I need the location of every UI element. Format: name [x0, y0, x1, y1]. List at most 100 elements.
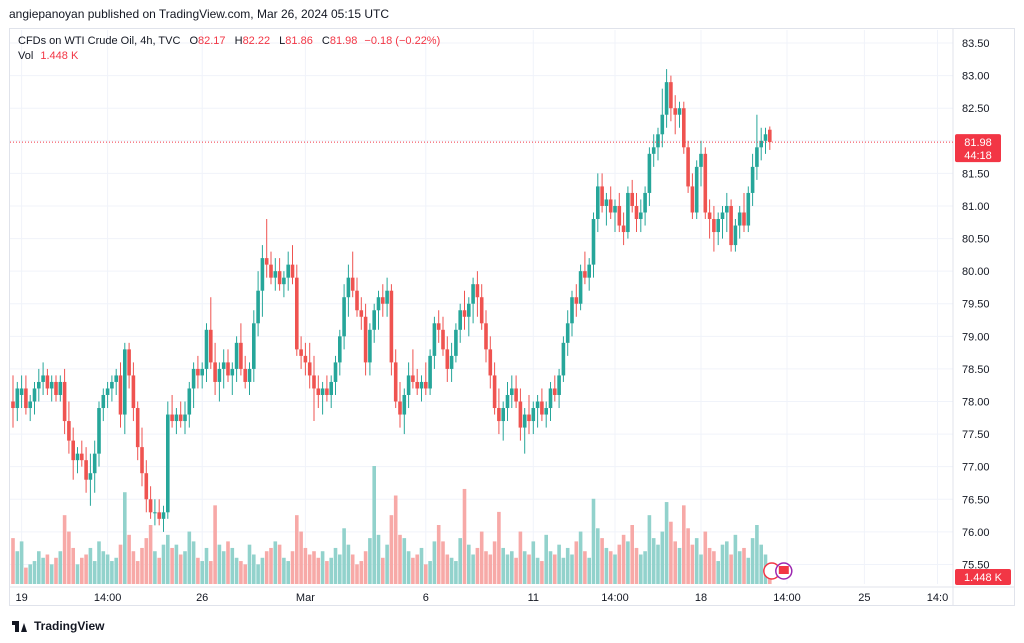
volume-bar [479, 531, 484, 584]
candle-body [540, 401, 544, 415]
volume-bar [759, 544, 763, 584]
volume-bar [578, 531, 583, 584]
candle-body [127, 349, 131, 376]
candle-body [492, 375, 497, 409]
volume-bar [398, 534, 402, 584]
candle-body [135, 408, 140, 448]
candle-body [419, 381, 424, 389]
candle-body [277, 271, 282, 285]
candle-body [548, 388, 553, 409]
candle-body [359, 310, 364, 317]
volume-bar [368, 538, 372, 584]
volume-tag[interactable] [955, 569, 1011, 585]
volume-bar [187, 531, 192, 584]
volume-bar [454, 561, 458, 584]
candle-body [445, 349, 450, 369]
candle-body [92, 453, 97, 474]
volume-bar [467, 544, 471, 584]
volume-bar [303, 547, 308, 584]
volume-bar [458, 538, 462, 584]
volume-bar [144, 538, 149, 584]
candle-body [131, 375, 136, 409]
candle-body [406, 375, 411, 395]
volume-bar [621, 534, 626, 584]
candle-body [54, 381, 58, 395]
candle-body [157, 512, 161, 519]
candle-body [200, 368, 204, 376]
candle-body [389, 290, 394, 363]
candle-body [286, 264, 290, 278]
candle-body [475, 284, 480, 298]
candle-body [329, 381, 333, 395]
candle-body [312, 375, 316, 389]
volume-bar [157, 557, 161, 584]
change-value: −0.18 (−0.22%) [364, 35, 441, 47]
volume-bar [570, 554, 574, 584]
volume-bar [88, 547, 93, 584]
volume-bar [694, 538, 699, 584]
volume-bar [505, 554, 510, 584]
volume-bar [712, 551, 716, 584]
candle-body [471, 284, 475, 304]
candle-body [677, 108, 682, 115]
volume-bar [333, 547, 338, 584]
candle-body [561, 342, 566, 376]
volume-bar [114, 557, 118, 584]
volume-bar [449, 557, 454, 584]
candle-body [544, 408, 548, 415]
candle-body [123, 349, 127, 415]
volume-bar [217, 544, 222, 584]
y-tick-label: 77.00 [962, 462, 990, 474]
candle-body [19, 388, 24, 395]
volume-bar [312, 551, 316, 584]
high-label: H [234, 35, 243, 47]
y-tick-label: 80.00 [962, 266, 990, 278]
volume-bar [209, 561, 213, 584]
candle-body [41, 375, 45, 382]
volume-bar [587, 557, 591, 584]
x-tick-label: 14:00 [773, 592, 801, 604]
volume-bar [393, 495, 398, 584]
volume-bar [67, 531, 71, 584]
volume-bar [230, 547, 235, 584]
candle-body [191, 368, 196, 389]
candle-body [699, 153, 703, 167]
volume-bar [286, 561, 290, 584]
bar-countdown: 44:18 [964, 150, 992, 162]
y-tick-label: 76.50 [962, 494, 990, 506]
candle-body [402, 394, 407, 415]
chart-frame[interactable] [9, 28, 1015, 606]
volume-bar [596, 528, 600, 584]
volume-bar [600, 538, 604, 584]
candle-body [234, 342, 239, 369]
candle-body [84, 460, 88, 480]
volume-bar [613, 554, 617, 584]
volume-bar [273, 541, 278, 584]
candle-body [484, 323, 488, 350]
volume-bar [424, 564, 428, 584]
candle-body [458, 310, 462, 330]
volume-bar [41, 557, 45, 584]
candle-body [15, 388, 20, 409]
candle-body [303, 355, 308, 363]
candle-body [479, 297, 484, 324]
candle-body [716, 219, 720, 233]
low-label: L [279, 35, 286, 47]
volume-bar [462, 488, 467, 584]
volume-bar [415, 554, 419, 584]
candle-body [617, 205, 622, 226]
candle-body [239, 342, 243, 369]
tradingview-logo[interactable]: TradingView [12, 619, 104, 633]
candle-body [415, 381, 419, 389]
last-price-tag[interactable] [955, 134, 1001, 163]
volume-legend: Vol 1.448 K [18, 50, 78, 62]
x-tick-label: 6 [423, 592, 429, 604]
candle-body [441, 329, 445, 350]
candle-body [664, 82, 669, 115]
volume-bar [651, 538, 656, 584]
y-tick-label: 80.50 [962, 234, 990, 246]
volume-bar [148, 525, 153, 584]
volume-bar [604, 547, 609, 584]
candle-body [243, 368, 247, 382]
